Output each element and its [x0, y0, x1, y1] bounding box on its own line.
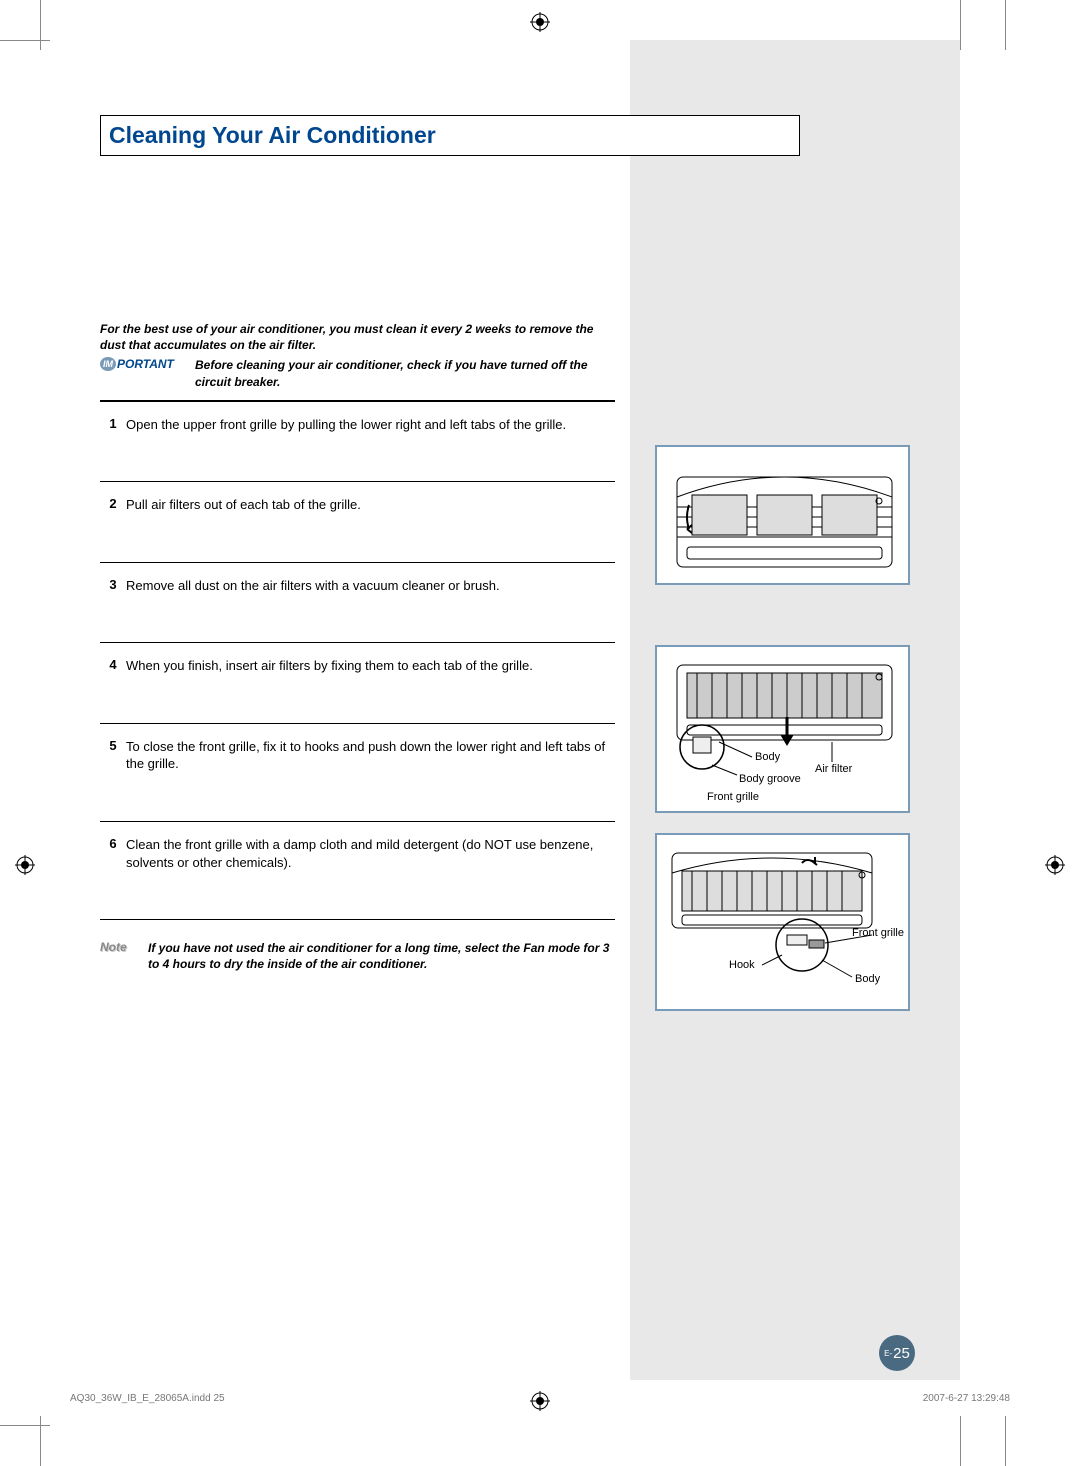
diagram-open-grille	[655, 445, 910, 585]
crop-mark	[0, 40, 50, 41]
diagram-label: Air filter	[815, 763, 852, 775]
crop-mark	[40, 0, 41, 50]
step-item: 3 Remove all dust on the air filters wit…	[100, 563, 615, 644]
step-text: Pull air filters out of each tab of the …	[126, 496, 615, 514]
step-text: Remove all dust on the air filters with …	[126, 577, 615, 595]
important-label-text: PORTANT	[117, 357, 174, 371]
diagram-label: Hook	[729, 959, 755, 971]
title-box: Cleaning Your Air Conditioner	[100, 115, 800, 156]
page-number-badge: E- 25	[879, 1335, 915, 1371]
step-text: To close the front grille, fix it to hoo…	[126, 738, 615, 773]
diagram-label: Body groove	[739, 773, 801, 785]
step-item: 1 Open the upper front grille by pulling…	[100, 402, 615, 483]
crop-mark	[960, 0, 961, 50]
step-item: 2 Pull air filters out of each tab of th…	[100, 482, 615, 563]
page-title: Cleaning Your Air Conditioner	[109, 122, 791, 149]
step-list: 1 Open the upper front grille by pulling…	[100, 400, 615, 920]
page-number: 25	[893, 1345, 910, 1362]
step-item: 4 When you finish, insert air filters by…	[100, 643, 615, 724]
step-item: 6 Clean the front grille with a damp clo…	[100, 822, 615, 920]
important-row: IMPORTANT Before cleaning your air condi…	[100, 357, 615, 389]
step-number: 3	[100, 577, 126, 595]
diagram-label: Front grille	[852, 927, 904, 939]
footer-file: AQ30_36W_IB_E_28065A.indd 25	[70, 1393, 225, 1404]
step-text: Clean the front grille with a damp cloth…	[126, 836, 615, 871]
crop-mark	[1005, 0, 1006, 50]
page-prefix: E-	[884, 1349, 892, 1358]
main-content: For the best use of your air conditioner…	[100, 321, 615, 973]
note-row: Note If you have not used the air condit…	[100, 940, 615, 972]
step-number: 2	[100, 496, 126, 514]
important-text: Before cleaning your air conditioner, ch…	[195, 357, 615, 389]
step-number: 1	[100, 416, 126, 434]
note-text: If you have not used the air conditioner…	[148, 940, 615, 972]
footer-timestamp: 2007-6-27 13:29:48	[923, 1393, 1010, 1404]
diagram-label: Front grille	[707, 791, 759, 803]
important-icon: IM	[100, 357, 116, 371]
step-number: 6	[100, 836, 126, 871]
step-number: 4	[100, 657, 126, 675]
diagram-close-grille: Front grille Hook Body	[655, 833, 910, 1011]
crop-mark	[0, 1425, 50, 1426]
crop-mark	[1005, 1416, 1006, 1466]
registration-mark-icon	[15, 855, 35, 875]
important-label: IMPORTANT	[100, 357, 195, 389]
diagram-label: Body	[755, 751, 780, 763]
intro-text: For the best use of your air conditioner…	[100, 321, 615, 353]
step-text: Open the upper front grille by pulling t…	[126, 416, 615, 434]
diagram-label: Body	[855, 973, 880, 985]
registration-mark-icon	[1045, 855, 1065, 875]
crop-mark	[960, 1416, 961, 1466]
note-label: Note	[100, 940, 148, 972]
registration-mark-icon	[530, 12, 550, 32]
step-number: 5	[100, 738, 126, 773]
print-footer: AQ30_36W_IB_E_28065A.indd 25 2007-6-27 1…	[70, 1393, 1010, 1404]
step-text: When you finish, insert air filters by f…	[126, 657, 615, 675]
diagram-filter-removal: Body Air filter Body groove Front grille	[655, 645, 910, 813]
crop-mark	[40, 1416, 41, 1466]
step-item: 5 To close the front grille, fix it to h…	[100, 724, 615, 822]
